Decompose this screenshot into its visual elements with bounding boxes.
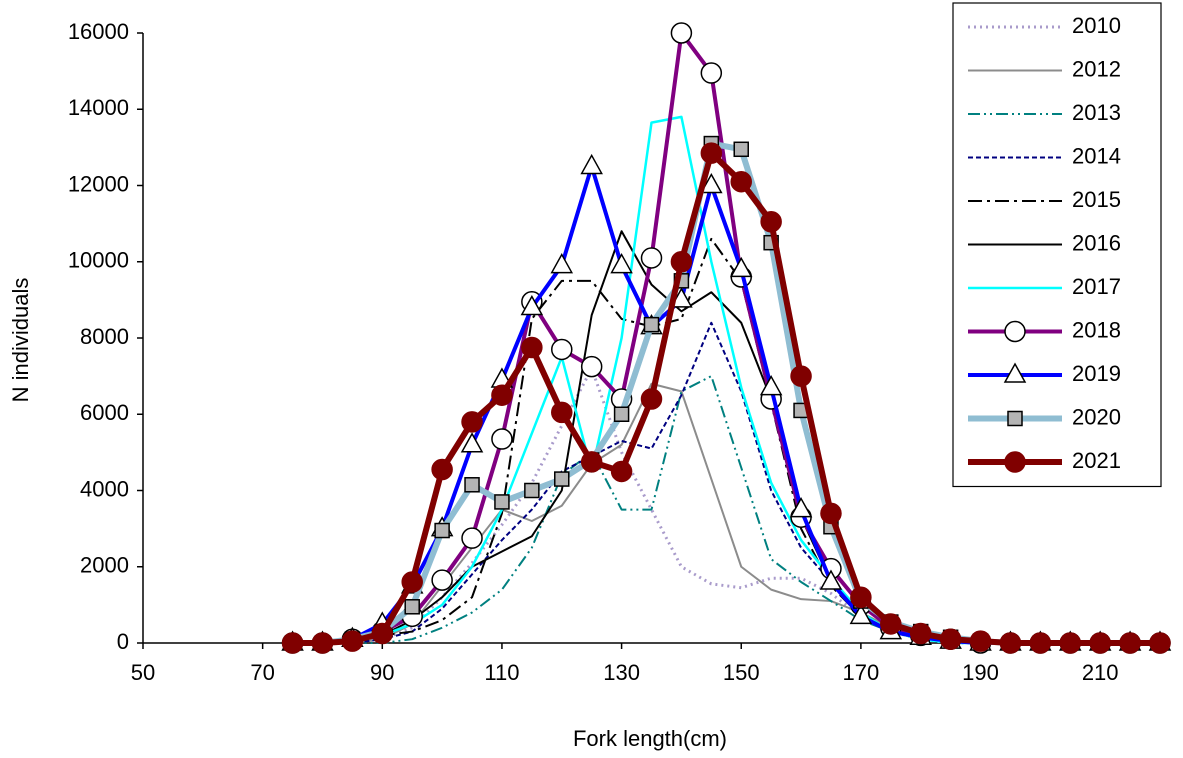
y-tick-label: 16000 <box>68 19 129 44</box>
legend-label: 2014 <box>1072 143 1121 168</box>
point <box>1089 632 1111 654</box>
y-tick-label: 6000 <box>80 400 129 425</box>
legend-marker <box>1004 451 1026 473</box>
y-axis-label: N individuals <box>8 278 33 403</box>
x-tick-label: 90 <box>370 660 394 685</box>
point <box>461 527 483 549</box>
x-tick-label: 210 <box>1082 660 1119 685</box>
point <box>491 428 513 450</box>
legend-marker <box>1004 320 1026 343</box>
point <box>494 494 510 510</box>
point <box>580 451 603 473</box>
series-line <box>292 321 1160 644</box>
legend-label: 2021 <box>1072 448 1121 473</box>
point <box>640 247 663 269</box>
point <box>999 632 1022 654</box>
point <box>431 458 453 481</box>
legend-label: 2020 <box>1072 404 1121 429</box>
legend-label: 2013 <box>1072 100 1121 125</box>
point <box>730 170 752 193</box>
point <box>789 497 813 518</box>
point <box>460 432 484 453</box>
point <box>909 622 932 645</box>
y-tick-label: 8000 <box>80 324 129 349</box>
point <box>640 388 663 410</box>
point <box>554 471 570 487</box>
point <box>733 141 749 158</box>
point <box>550 253 574 274</box>
x-tick-label: 190 <box>962 660 999 685</box>
point <box>790 365 812 387</box>
legend-label: 2019 <box>1072 361 1121 386</box>
x-tick-label: 150 <box>723 660 760 685</box>
x-axis-label: Fork length(cm) <box>573 726 727 751</box>
legend-label: 2010 <box>1072 13 1121 38</box>
point <box>551 401 573 424</box>
x-tick-label: 130 <box>603 660 640 685</box>
legend-marker <box>1003 362 1027 383</box>
point <box>580 355 603 378</box>
point <box>1059 632 1082 654</box>
point <box>580 153 603 175</box>
point <box>613 406 630 422</box>
point <box>341 630 364 652</box>
point <box>849 603 873 625</box>
point <box>431 569 453 591</box>
x-tick-label: 70 <box>250 660 274 685</box>
point <box>700 172 723 194</box>
point <box>551 338 573 361</box>
point <box>939 628 962 650</box>
point <box>700 62 723 84</box>
legend-label: 2015 <box>1072 187 1121 212</box>
y-tick-label: 0 <box>117 629 129 654</box>
point <box>1119 632 1141 654</box>
point <box>819 569 843 590</box>
point <box>404 599 420 615</box>
point <box>281 632 304 654</box>
point <box>700 142 723 164</box>
point <box>371 622 394 645</box>
point <box>670 22 693 44</box>
legend-label: 2018 <box>1072 317 1121 342</box>
legend-label: 2012 <box>1072 56 1121 81</box>
series-line <box>292 367 1160 645</box>
point <box>434 522 450 539</box>
point <box>729 256 753 278</box>
point <box>491 384 513 406</box>
point <box>520 294 544 316</box>
point <box>524 482 540 499</box>
x-tick-label: 170 <box>843 660 880 685</box>
point <box>1029 632 1052 654</box>
point <box>850 586 872 608</box>
point <box>643 316 660 333</box>
point <box>670 251 693 273</box>
point <box>1149 632 1171 654</box>
x-tick-label: 110 <box>484 660 519 685</box>
point <box>461 411 483 433</box>
point <box>969 630 992 652</box>
point <box>311 632 334 654</box>
y-tick-label: 4000 <box>80 476 129 501</box>
x-tick-label: 50 <box>131 660 155 685</box>
point <box>464 477 480 493</box>
y-tick-label: 10000 <box>68 248 129 273</box>
y-tick-label: 14000 <box>68 95 129 120</box>
point <box>820 502 842 525</box>
point <box>521 336 543 359</box>
point <box>610 253 633 274</box>
y-tick-label: 12000 <box>68 171 129 196</box>
point <box>401 571 423 593</box>
point <box>760 210 782 233</box>
point <box>759 375 783 396</box>
y-tick-label: 2000 <box>80 553 129 578</box>
point <box>880 613 902 635</box>
legend-label: 2017 <box>1072 274 1121 299</box>
point <box>610 460 633 483</box>
legend-marker <box>1007 410 1023 427</box>
legend-label: 2016 <box>1072 230 1121 255</box>
